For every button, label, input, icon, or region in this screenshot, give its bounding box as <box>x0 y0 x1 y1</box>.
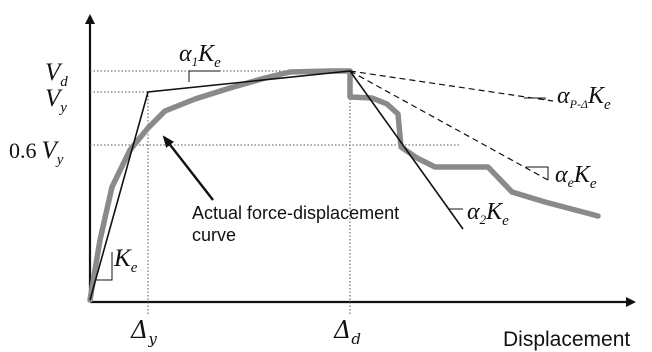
annotation-arrow <box>162 135 214 201</box>
ke-label: Ke <box>113 245 138 276</box>
backbone-curve <box>89 70 464 301</box>
vd-label: Vd <box>45 59 68 90</box>
alpha1-slope-marker <box>188 70 220 82</box>
delta-y-label: Δy <box>130 316 157 348</box>
guide-lines <box>90 70 460 314</box>
vy-label: Vy <box>45 85 67 116</box>
alphae-ke-label: αeKe <box>555 162 597 192</box>
alphae-slope-line <box>349 70 549 181</box>
delta-d-label: Δd <box>333 316 361 348</box>
annotation-line2: curve <box>192 225 236 245</box>
alphae-slope-marker <box>526 166 549 180</box>
ke-slope-marker <box>96 252 113 281</box>
alphapd-ke-label: αP-ΔKe <box>557 83 611 113</box>
x-axis-label: Displacement <box>503 328 630 351</box>
vy06-label: 0.6 Vy <box>9 137 64 168</box>
actual-curve <box>87 68 601 303</box>
alpha2-ke-label: α2Ke <box>467 199 509 229</box>
annotation-line1: Actual force-displacement <box>192 203 399 223</box>
alphapd-slope-marker <box>524 97 546 100</box>
alphapd-slope-line <box>349 70 554 102</box>
slope-markers <box>96 70 549 281</box>
alpha1-ke-label: α1Ke <box>179 41 221 71</box>
